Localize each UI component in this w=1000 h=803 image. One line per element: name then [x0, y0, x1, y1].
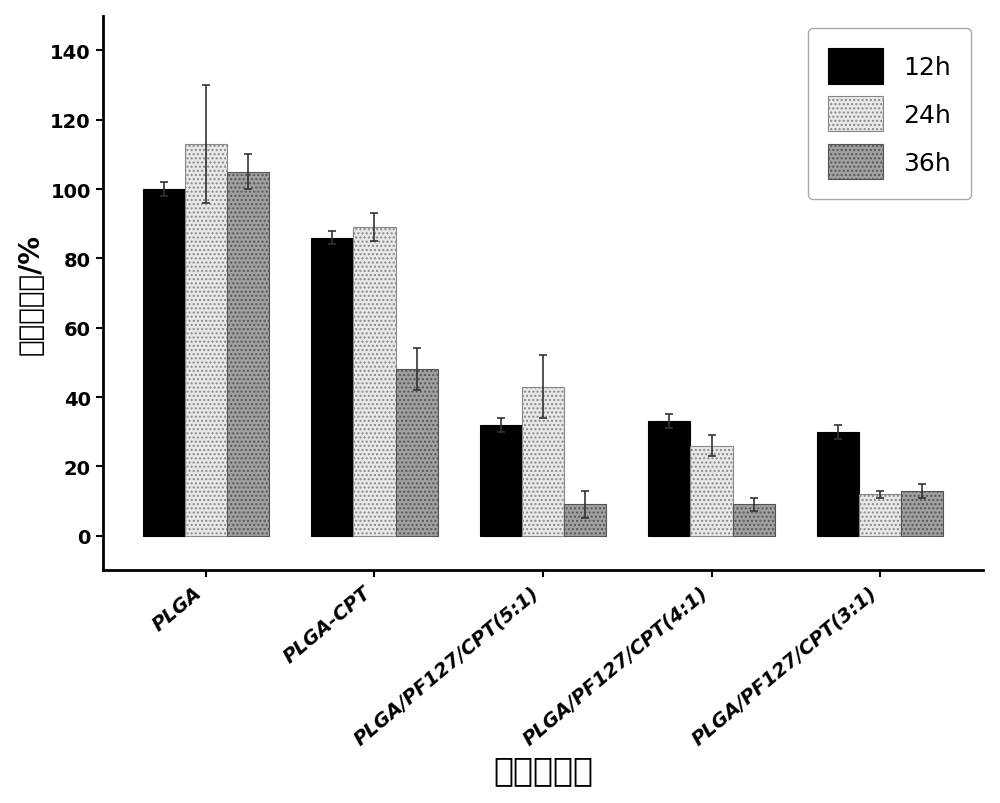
Bar — [648, 422, 690, 536]
Bar — [522, 387, 564, 536]
Bar — [817, 432, 859, 536]
Legend: 12h, 24h, 36h: 12h, 24h, 36h — [808, 29, 971, 200]
Y-axis label: 细胞存活率/%: 细胞存活率/% — [17, 233, 45, 354]
Bar — [143, 190, 185, 536]
Bar — [480, 426, 522, 536]
Bar — [185, 145, 227, 536]
Bar — [564, 505, 606, 536]
Bar — [311, 238, 353, 536]
Bar — [901, 491, 943, 536]
Bar — [353, 228, 396, 536]
Bar — [733, 505, 775, 536]
Bar — [690, 446, 733, 536]
Bar — [859, 495, 901, 536]
X-axis label: 电纺纤维膜: 电纺纤维膜 — [493, 753, 593, 786]
Bar — [227, 173, 269, 536]
Bar — [396, 370, 438, 536]
